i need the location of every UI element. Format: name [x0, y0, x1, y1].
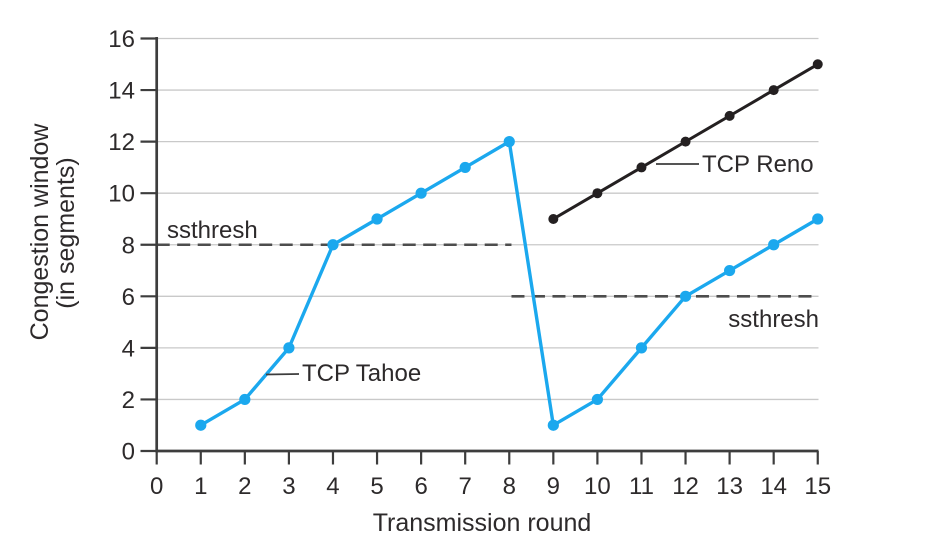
tcp-reno-point-9 [548, 213, 559, 224]
tcp-tahoe-point-6 [415, 187, 427, 199]
tcp-tahoe-point-14 [768, 239, 780, 251]
y-tick-label-12: 12 [108, 129, 135, 156]
tcp-tahoe-point-2 [239, 393, 251, 406]
tcp-tahoe-point-4 [327, 239, 339, 251]
tcp-tahoe-point-7 [459, 161, 471, 174]
x-tick-label-5: 5 [370, 473, 383, 500]
tcp-tahoe-point-13 [724, 264, 736, 277]
tcp-tahoe-point-8 [503, 136, 515, 148]
tcp-tahoe-point-10 [591, 393, 604, 406]
tcp-tahoe-point-1 [195, 419, 207, 431]
tcp-reno-label: TCP Reno [702, 151, 814, 178]
tcp-tahoe-callout-line [265, 373, 300, 376]
tcp-reno-point-14 [768, 85, 779, 96]
x-tick-label-12: 12 [672, 473, 699, 500]
tcp-tahoe-point-11 [635, 342, 648, 354]
x-tick-label-0: 0 [150, 473, 163, 500]
x-tick-label-7: 7 [459, 473, 472, 500]
y-axis-title-line1: Congestion window [26, 123, 54, 341]
x-tick-label-2: 2 [238, 473, 251, 500]
x-tick-label-10: 10 [584, 473, 611, 500]
y-tick-label-8: 8 [122, 232, 135, 259]
y-tick-label-14: 14 [108, 78, 135, 105]
tcp-tahoe-point-5 [371, 213, 383, 225]
tcp-reno-point-13 [724, 110, 735, 121]
y-tick-label-16: 16 [108, 26, 135, 53]
x-tick-label-4: 4 [326, 473, 339, 500]
ssthresh-label-left: ssthresh [167, 217, 258, 244]
x-tick-label-1: 1 [194, 473, 207, 500]
x-tick-label-15: 15 [804, 473, 831, 500]
tcp-tahoe-point-9 [547, 419, 559, 431]
tcp-reno-point-11 [636, 162, 647, 173]
tcp-tahoe-point-12 [679, 290, 692, 302]
y-tick-label-10: 10 [108, 181, 135, 208]
y-tick-label-2: 2 [122, 387, 135, 414]
y-axis-title-line2: (in segments) [52, 157, 80, 308]
x-tick-label-8: 8 [503, 473, 516, 500]
x-tick-label-6: 6 [414, 473, 427, 500]
y-tick-label-0: 0 [122, 439, 135, 466]
ssthresh-label-right: ssthresh [728, 306, 819, 333]
y-tick-label-6: 6 [122, 284, 135, 311]
x-tick-label-3: 3 [282, 473, 295, 500]
tcp-reno-point-10 [592, 188, 603, 199]
tcp-reno-point-12 [680, 136, 691, 147]
y-tick-label-4: 4 [122, 335, 135, 362]
x-tick-label-11: 11 [629, 473, 654, 500]
tcp-tahoe-label: TCP Tahoe [302, 360, 421, 387]
x-tick-label-9: 9 [547, 473, 560, 500]
tcp-tahoe-point-3 [283, 342, 295, 354]
x-tick-label-14: 14 [760, 473, 787, 500]
tcp-reno-point-15 [812, 59, 823, 70]
x-axis-title: Transmission round [373, 509, 592, 537]
tcp-tahoe-line [199, 139, 819, 427]
x-tick-label-13: 13 [716, 473, 743, 500]
tcp-tahoe-point-15 [812, 213, 824, 225]
